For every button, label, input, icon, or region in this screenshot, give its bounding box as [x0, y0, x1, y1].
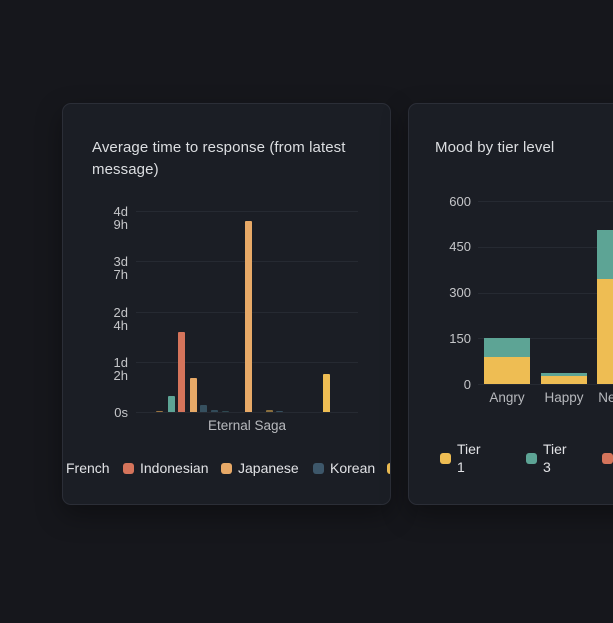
legend-swatch	[526, 452, 537, 464]
bar[interactable]	[266, 410, 274, 412]
bar-segment-tier-1[interactable]	[484, 356, 530, 384]
legend-swatch	[313, 462, 324, 474]
legend-item-tier-1[interactable]: Tier 1	[440, 440, 491, 476]
bar[interactable]	[245, 220, 253, 412]
legend-label: Tier 1	[457, 441, 481, 475]
y-axis-tick: 0s	[114, 405, 128, 420]
y-axis-tick: 450	[449, 239, 471, 255]
legend-swatch	[387, 462, 390, 474]
bar[interactable]	[322, 373, 330, 412]
bar[interactable]	[221, 410, 229, 412]
category-label-happy: Happy	[544, 390, 584, 405]
y-axis-tick: 300	[449, 285, 471, 300]
x-axis-category-label: Eternal Saga	[207, 418, 287, 433]
bar-segment-tier-1[interactable]	[597, 278, 613, 384]
bar[interactable]	[276, 411, 284, 412]
bar-korean[interactable]	[199, 404, 207, 412]
legend-label: French	[66, 460, 110, 476]
gridline	[478, 201, 613, 202]
legend-item-tier-3[interactable]: Tier 3	[526, 440, 577, 476]
mood-card-title: Mood by tier level	[435, 139, 555, 156]
bar-segment-tier-3[interactable]	[484, 338, 530, 357]
mood-card: Mood by tier level 600 450 300 150 0 Angry Ha…	[408, 103, 613, 505]
legend-swatch	[602, 452, 613, 464]
bar-japanese[interactable]	[189, 377, 197, 412]
legend-label: Japanese	[238, 460, 299, 476]
legend-swatch	[221, 462, 232, 474]
y-axis-tick: 150	[449, 330, 471, 346]
bar[interactable]	[155, 411, 163, 412]
legend-item-japanese[interactable]: Japanese	[221, 460, 299, 476]
legend-swatch	[123, 462, 134, 474]
y-axis-tick: 2d 4h	[113, 304, 128, 333]
legend-label: Korean	[330, 460, 376, 476]
response-time-card-title: Average time to response (from latest me…	[92, 139, 346, 178]
y-axis-tick: 4d 9h	[113, 204, 128, 232]
category-label-neutral: Neutral	[598, 390, 613, 405]
category-label-angry: Angry	[489, 390, 525, 405]
y-axis-tick: 3d 7h	[113, 254, 128, 283]
gridline	[136, 412, 358, 413]
bar-segment-tier-3[interactable]	[597, 229, 613, 279]
gridline	[478, 246, 613, 248]
bar-segment-tier-3[interactable]	[541, 373, 587, 377]
legend-label: Indonesian	[140, 460, 209, 476]
response-time-card: Average time to response (from latest me…	[62, 103, 391, 505]
bar-french[interactable]	[167, 395, 175, 412]
bar[interactable]	[211, 410, 219, 412]
legend-swatch	[440, 452, 451, 464]
gridline	[136, 211, 358, 212]
bar-segment-tier-1[interactable]	[541, 376, 587, 384]
legend-label: Tier 3	[543, 441, 567, 475]
y-axis-tick: 1d 2h	[113, 354, 128, 383]
y-axis-tick: 600	[449, 193, 471, 209]
mood-chart[interactable]	[478, 201, 613, 385]
response-time-chart[interactable]	[136, 211, 358, 413]
gridline	[478, 384, 613, 385]
response-time-y-axis: 4d 9h 3d 7h 2d 4h 1d 2h 0s	[63, 205, 128, 419]
legend-item-clipped[interactable]	[387, 460, 390, 476]
legend-item-korean[interactable]: Korean	[313, 460, 375, 476]
y-axis-tick: 0	[463, 376, 471, 392]
legend-item-french[interactable]: French	[63, 460, 110, 476]
mood-y-axis: 600 450 300 150 0	[409, 195, 471, 391]
legend-item-tier-2[interactable]: Tier 2	[602, 440, 613, 476]
gridline	[478, 292, 613, 294]
gridline	[478, 338, 613, 340]
bar-indonesian[interactable]	[178, 331, 186, 412]
legend-item-indonesian[interactable]: Indonesian	[123, 460, 209, 476]
